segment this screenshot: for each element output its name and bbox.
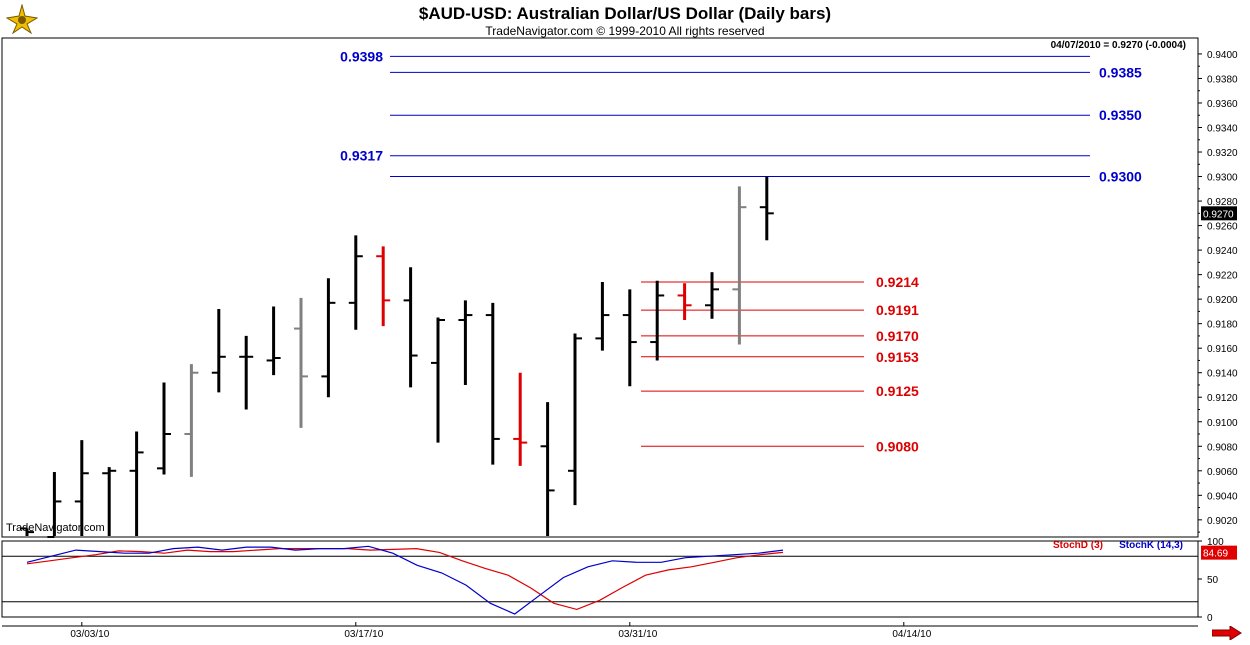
watermark: TradeNavigator.com xyxy=(6,522,105,534)
price-tick-label: 0.9280 xyxy=(1207,197,1238,208)
price-tick-label: 0.9340 xyxy=(1207,124,1238,135)
level-label: 0.9191 xyxy=(876,302,919,318)
price-tick-label: 0.9300 xyxy=(1207,173,1238,184)
stoch-tick-label: 50 xyxy=(1207,575,1219,586)
stoch-series-line xyxy=(26,545,784,615)
price-tick-label: 0.9180 xyxy=(1207,320,1238,331)
level-label: 0.9317 xyxy=(340,148,383,164)
stoch-last-box xyxy=(1201,545,1237,560)
price-tick-label: 0.9080 xyxy=(1207,442,1238,453)
stoch-legend-k: StochK (14,3) xyxy=(1119,540,1183,551)
scroll-right-arrow-icon[interactable] xyxy=(1211,625,1242,641)
level-label: 0.9125 xyxy=(876,383,919,399)
price-tick-label: 0.9160 xyxy=(1207,344,1238,355)
chart-title: $AUD-USD: Australian Dollar/US Dollar (D… xyxy=(418,4,832,23)
level-label: 0.9350 xyxy=(1099,107,1142,123)
x-tick-label: 03/03/10 xyxy=(70,629,109,640)
price-tick-label: 0.9380 xyxy=(1207,74,1238,85)
x-tick-label: 03/31/10 xyxy=(618,629,657,640)
stoch-tick-label: 0 xyxy=(1207,613,1213,624)
last-price-box xyxy=(1201,206,1237,221)
price-panel xyxy=(1,37,1199,538)
stochastic-panel xyxy=(1,540,1199,618)
x-tick-label: 03/17/10 xyxy=(344,629,383,640)
price-tick-label: 0.9260 xyxy=(1207,222,1238,233)
price-tick-label: 0.9400 xyxy=(1207,50,1238,61)
price-tick-label: 0.9320 xyxy=(1207,148,1238,159)
price-tick-label: 0.9020 xyxy=(1207,516,1238,527)
level-label: 0.9080 xyxy=(876,438,919,454)
price-tick-label: 0.9200 xyxy=(1207,295,1238,306)
price-tick-label: 0.9140 xyxy=(1207,369,1238,380)
price-tick-label: 0.9060 xyxy=(1207,467,1238,478)
price-tick-label: 0.9040 xyxy=(1207,491,1238,502)
chart-subtitle: TradeNavigator.com © 1999-2010 All right… xyxy=(485,24,765,38)
price-tick-label: 0.9360 xyxy=(1207,99,1238,110)
stoch-last-label: 84.69 xyxy=(1203,549,1228,560)
last-price-label: 0.9270 xyxy=(1203,209,1234,220)
price-tick-label: 0.9100 xyxy=(1207,418,1238,429)
price-tick-label: 0.9240 xyxy=(1207,246,1238,257)
price-tick-label: 0.9120 xyxy=(1207,393,1238,404)
level-label: 0.9153 xyxy=(876,349,919,365)
level-label: 0.9170 xyxy=(876,328,919,344)
price-info-label: 04/07/2010 = 0.9270 (-0.0004) xyxy=(1051,40,1186,51)
level-label: 0.9385 xyxy=(1099,64,1142,80)
stoch-legend-d: StochD (3) xyxy=(1053,540,1103,551)
trade-navigator-logo xyxy=(5,3,39,35)
x-tick-label: 04/14/10 xyxy=(892,629,931,640)
price-tick-label: 0.9220 xyxy=(1207,271,1238,282)
level-label: 0.9398 xyxy=(340,48,383,64)
level-label: 0.9214 xyxy=(876,274,919,290)
stoch-tick-label: 100 xyxy=(1207,537,1224,548)
level-label: 0.9300 xyxy=(1099,169,1142,185)
